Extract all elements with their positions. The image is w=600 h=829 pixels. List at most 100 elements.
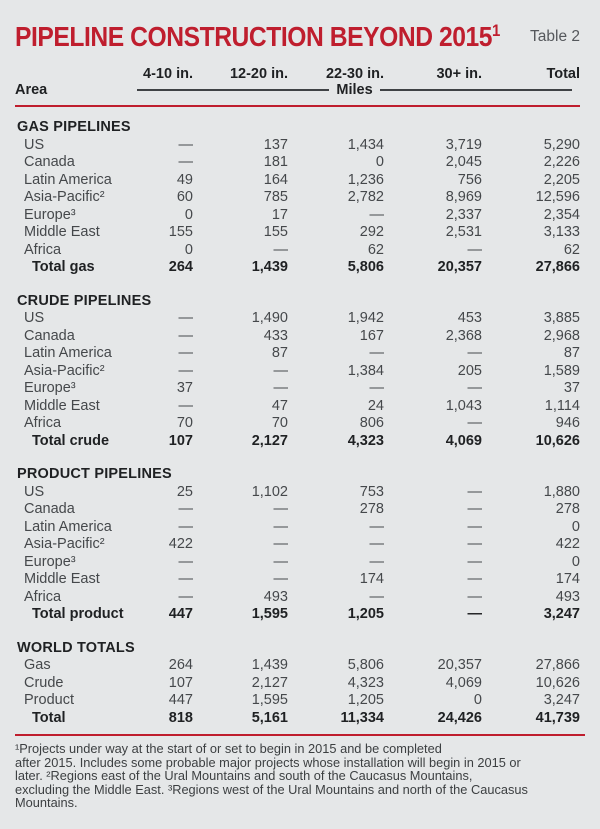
value-cell: 155 (263, 224, 288, 240)
value-cell: 5,806 (347, 259, 384, 275)
value-cell: 1,942 (347, 310, 384, 326)
total-row: Total gas 264 1,439 5,806 20,357 27,866 (15, 259, 580, 277)
value-cell: — (178, 397, 194, 414)
row-label: Europe³ (24, 380, 76, 396)
value-cell: 37 (563, 380, 580, 396)
value-cell: 24 (367, 397, 384, 414)
value-cell: 2,045 (445, 154, 482, 170)
value-cell: 2,368 (445, 327, 482, 344)
value-cell: 278 (555, 501, 580, 517)
value-cell: 785 (263, 189, 288, 205)
section-header-row: GAS PIPELINES (15, 106, 580, 137)
value-cell: 70 (176, 415, 193, 431)
value-cell: 155 (168, 224, 193, 240)
value-cell: — (178, 501, 194, 517)
row-label: Total (32, 709, 66, 726)
table-row: Africa — 493 — — 493 (15, 589, 580, 607)
row-label: Asia-Pacific² (24, 189, 105, 205)
value-cell: 37 (176, 380, 193, 396)
table-row: Canada — — 278 — 278 (15, 501, 580, 519)
value-cell: 41,739 (535, 709, 580, 726)
value-cell: 20,357 (437, 259, 482, 275)
column-header-row: 4-10 in. 12-20 in. 22-30 in. 30+ in. Total (15, 62, 580, 82)
value-cell: 10,626 (535, 432, 580, 449)
table-row: Latin America — — — — 0 (15, 519, 580, 537)
value-cell: 753 (359, 483, 384, 500)
value-cell: 447 (168, 606, 193, 622)
unit-rule-left (137, 89, 330, 91)
value-cell: — (369, 380, 385, 396)
row-label: Total gas (32, 259, 95, 275)
table-row: Latin America 49 164 1,236 756 2,205 (15, 172, 580, 190)
row-label: Middle East (24, 571, 100, 587)
value-cell: — (467, 345, 483, 361)
row-label: Africa (24, 588, 62, 605)
value-cell: — (369, 588, 385, 605)
value-cell: 756 (457, 171, 482, 188)
value-cell: 1,205 (347, 606, 384, 622)
value-cell: 2,782 (347, 189, 384, 205)
value-cell: 1,384 (347, 362, 384, 379)
row-label: Gas (24, 657, 51, 673)
table-row: Asia-Pacific² 60 785 2,782 8,969 12,596 (15, 189, 580, 207)
unit-header: Miles (135, 83, 580, 98)
value-cell: — (467, 606, 483, 622)
area-column-header: Area (15, 82, 135, 107)
value-cell: 0 (571, 553, 580, 570)
row-label: Canada (24, 327, 75, 344)
value-cell: 2,127 (251, 674, 288, 691)
value-cell: 1,114 (544, 397, 580, 414)
row-label: Total product (32, 606, 124, 622)
value-cell: 264 (168, 657, 193, 673)
value-cell: — (467, 588, 483, 605)
value-cell: 278 (359, 501, 384, 517)
footnotes: ¹Projects under way at the start of or s… (15, 742, 585, 810)
value-cell: 11,334 (340, 709, 384, 726)
value-cell: 24,426 (437, 709, 482, 726)
value-cell: — (467, 241, 483, 258)
table-row: Canada — 181 0 2,045 2,226 (15, 154, 580, 172)
table-row: Europe³ 37 — — — 37 (15, 380, 580, 398)
value-cell: 10,626 (535, 674, 580, 691)
footnote-line: after 2015. Includes some probable major… (15, 754, 521, 770)
row-label: Latin America (24, 345, 112, 361)
value-cell: 493 (263, 588, 288, 605)
row-label: Middle East (24, 224, 100, 240)
section-header-row: WORLD TOTALS (15, 624, 580, 658)
value-cell: 3,885 (543, 310, 580, 326)
value-cell: — (369, 518, 385, 535)
row-label: US (24, 136, 45, 153)
column-header: Total (546, 66, 580, 82)
row-label: Crude (24, 674, 64, 691)
value-cell: 3,247 (543, 606, 580, 622)
row-label: Middle East (24, 397, 100, 414)
value-cell: — (467, 518, 483, 535)
column-header-spacer (15, 62, 135, 82)
value-cell: 1,439 (251, 657, 288, 673)
column-header: 22-30 in. (325, 66, 384, 82)
table-row: Europe³ — — — — 0 (15, 554, 580, 572)
value-cell: — (369, 553, 385, 570)
table-number-label: Table 2 (530, 28, 580, 45)
value-cell: — (467, 536, 483, 552)
unit-rule-right (379, 89, 573, 91)
row-label: Africa (24, 415, 62, 431)
value-cell: — (467, 553, 483, 570)
value-cell: 0 (473, 692, 482, 708)
value-cell: 87 (271, 345, 288, 361)
value-cell: 12,596 (535, 189, 580, 205)
value-cell: 2,337 (445, 206, 482, 223)
value-cell: — (467, 415, 483, 431)
value-cell: 4,323 (347, 432, 384, 449)
value-cell: 2,354 (543, 206, 580, 223)
value-cell: 164 (263, 171, 288, 188)
value-cell: 8,969 (445, 189, 482, 205)
value-cell: — (178, 310, 194, 326)
value-cell: 1,595 (251, 692, 288, 708)
value-cell: — (178, 518, 194, 535)
value-cell: 17 (271, 206, 288, 223)
section-header: GAS PIPELINES (17, 119, 131, 135)
value-cell: 264 (168, 259, 193, 275)
value-cell: 5,290 (543, 136, 580, 153)
